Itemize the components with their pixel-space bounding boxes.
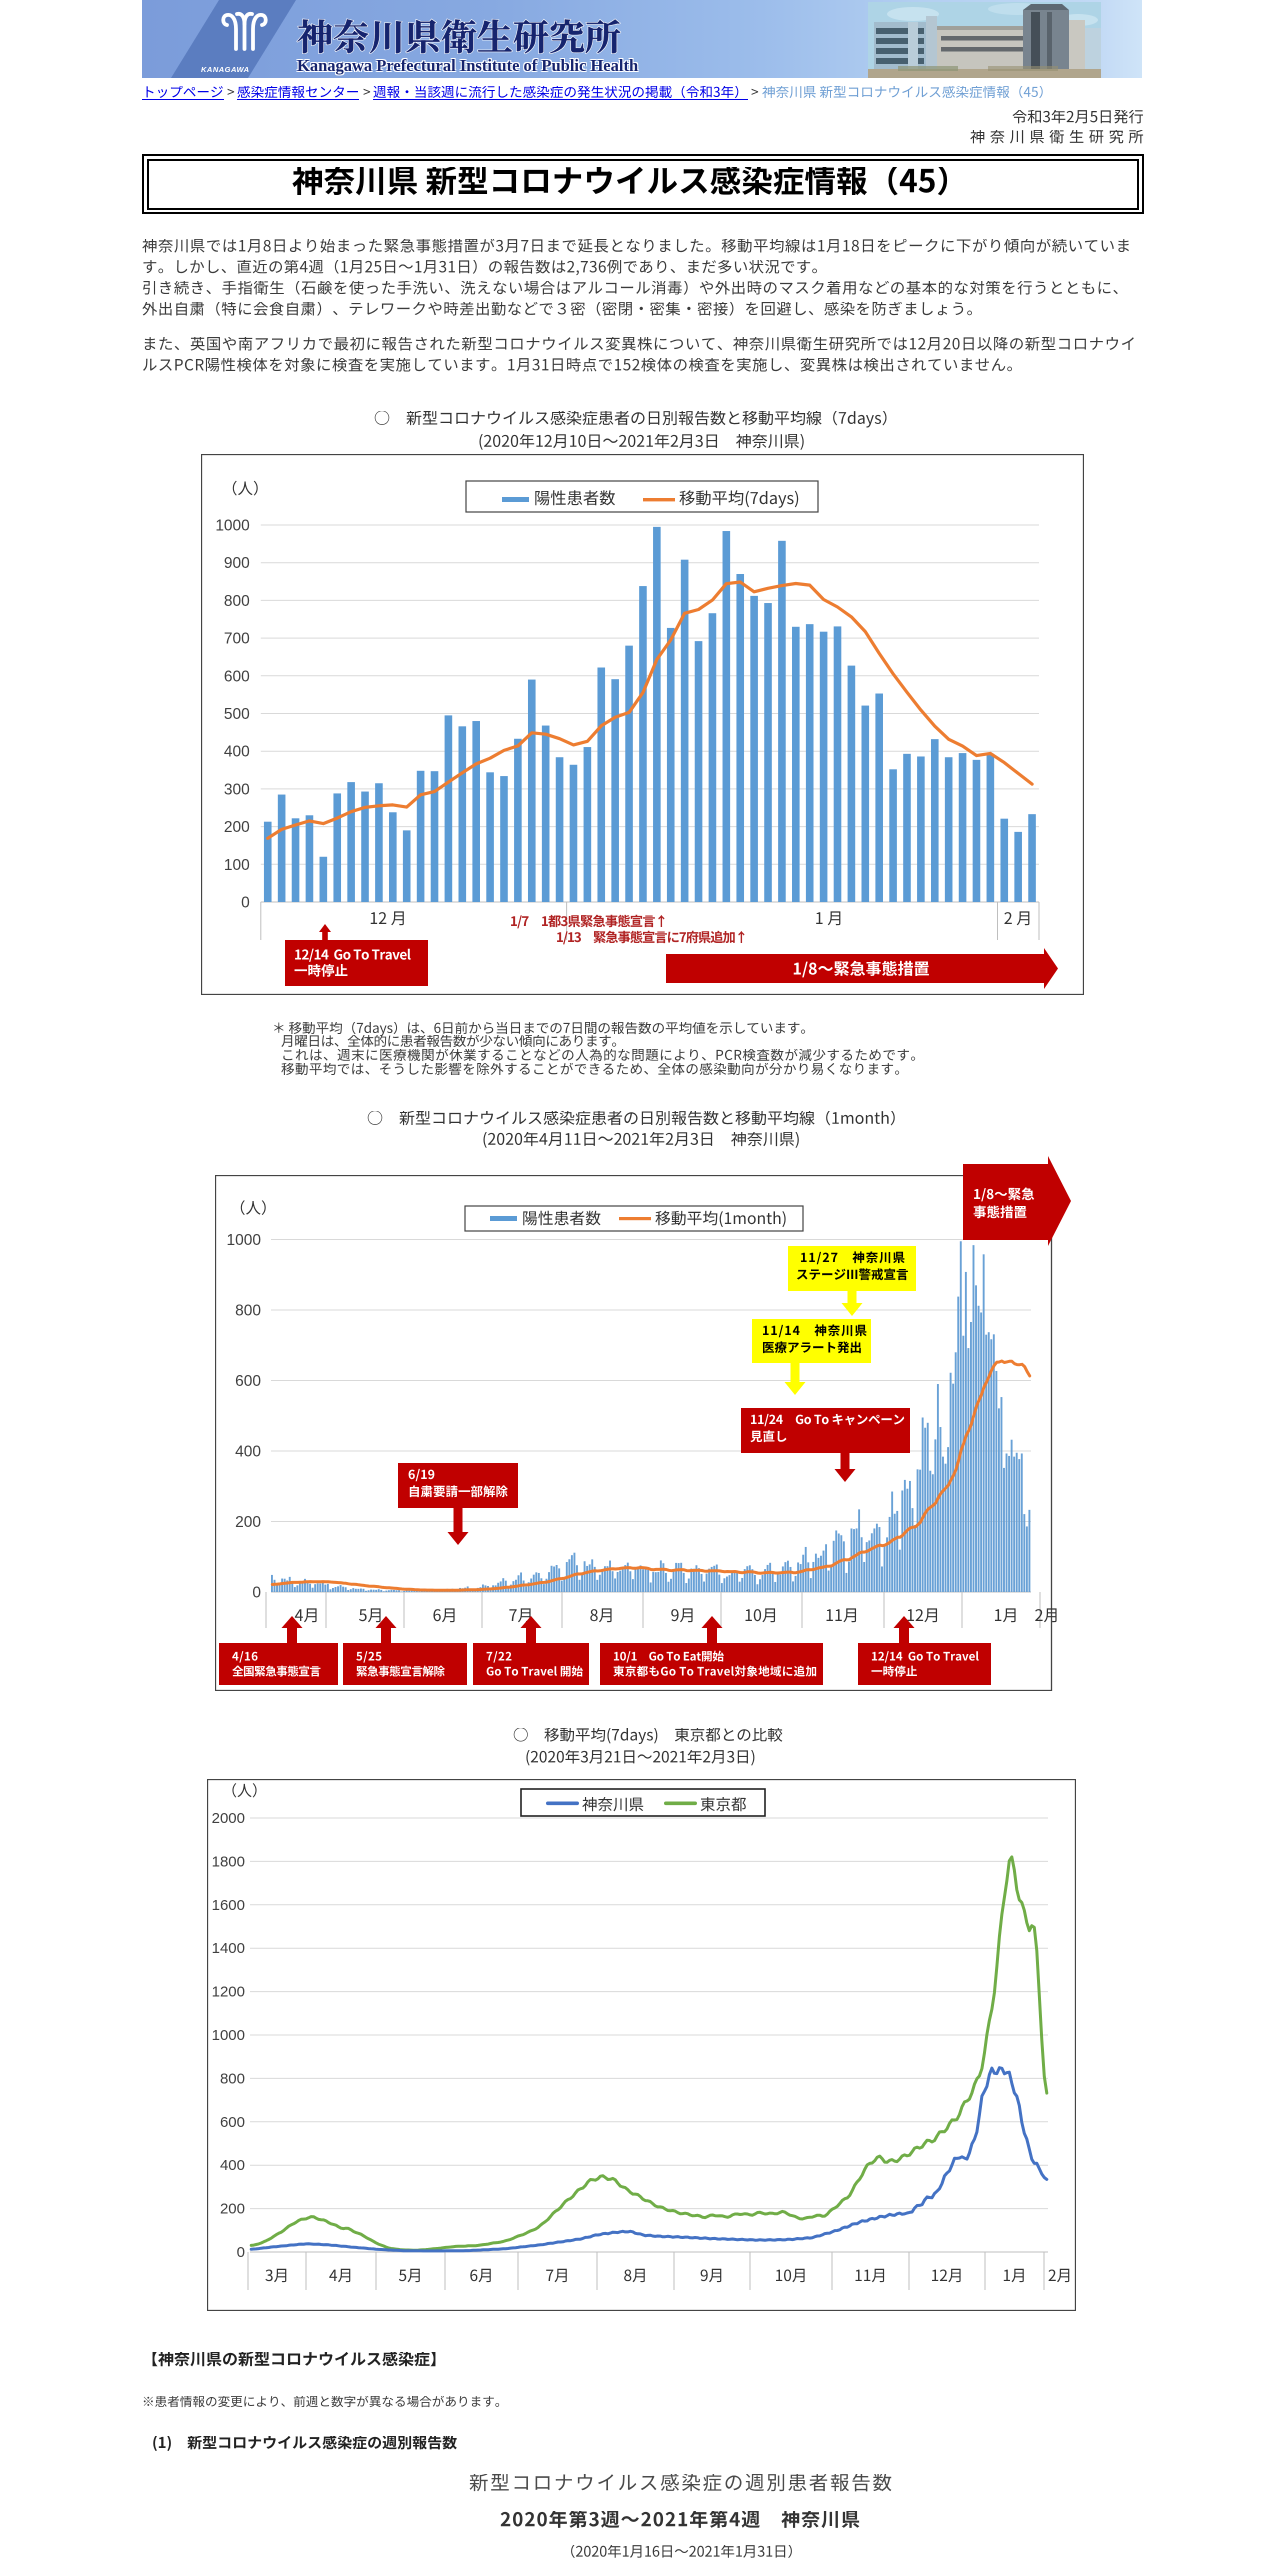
svg-text:600: 600 [220, 2114, 245, 2131]
svg-text:400: 400 [220, 2157, 245, 2174]
svg-text:100: 100 [224, 857, 250, 874]
svg-text:500: 500 [224, 706, 250, 723]
svg-text:1000: 1000 [227, 1232, 262, 1249]
svg-text:600: 600 [235, 1373, 261, 1390]
svg-text:700: 700 [224, 631, 250, 648]
svg-text:1600: 1600 [212, 1897, 245, 1914]
svg-text:1800: 1800 [212, 1853, 245, 1870]
svg-text:400: 400 [224, 744, 250, 761]
svg-text:1400: 1400 [212, 1940, 245, 1957]
svg-text:1000: 1000 [212, 2027, 245, 2044]
svg-text:400: 400 [235, 1444, 261, 1461]
svg-text:200: 200 [220, 2201, 245, 2218]
svg-text:1200: 1200 [212, 1984, 245, 2001]
svg-text:200: 200 [235, 1514, 261, 1531]
svg-text:600: 600 [224, 668, 250, 685]
svg-text:0: 0 [241, 895, 250, 912]
svg-text:2000: 2000 [212, 1810, 245, 1827]
svg-text:800: 800 [224, 593, 250, 610]
svg-text:300: 300 [224, 781, 250, 798]
svg-text:900: 900 [224, 555, 250, 572]
svg-text:0: 0 [252, 1585, 261, 1602]
svg-text:800: 800 [235, 1303, 261, 1320]
svg-text:800: 800 [220, 2070, 245, 2087]
svg-text:KANAGAWA: KANAGAWA [201, 65, 250, 74]
svg-text:1000: 1000 [215, 518, 250, 535]
svg-text:200: 200 [224, 819, 250, 836]
svg-text:0: 0 [237, 2244, 245, 2261]
